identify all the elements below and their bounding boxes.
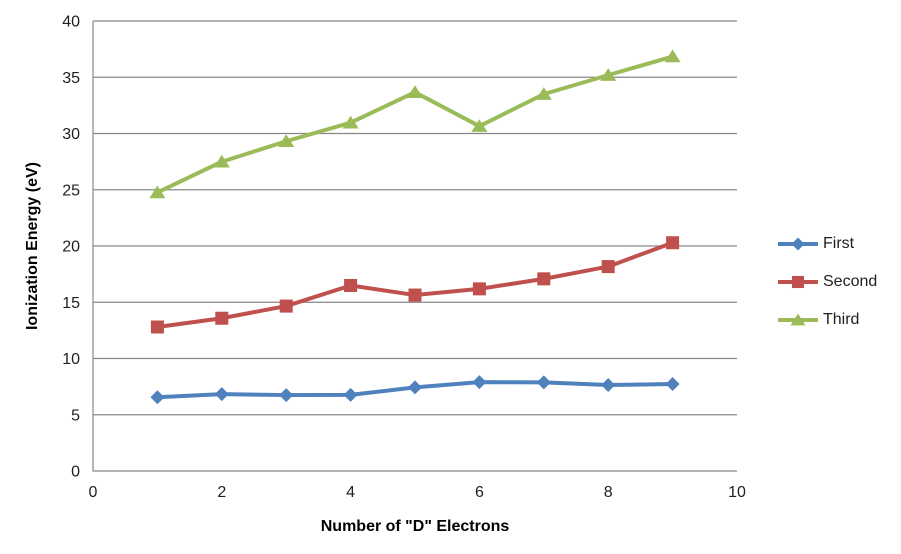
legend-label-third: Third — [823, 311, 860, 328]
legend-item-third: Third — [778, 301, 877, 339]
svg-text:0: 0 — [71, 464, 80, 481]
svg-text:10: 10 — [728, 484, 746, 501]
legend: First Second Third — [778, 225, 877, 339]
svg-text:5: 5 — [71, 407, 80, 424]
svg-text:2: 2 — [217, 484, 226, 501]
legend-item-second: Second — [778, 263, 877, 301]
legend-first-series-icon — [778, 237, 818, 251]
svg-text:10: 10 — [62, 351, 80, 368]
legend-label-first: First — [823, 235, 855, 252]
svg-text:25: 25 — [62, 182, 80, 199]
legend-item-first: First — [778, 225, 877, 263]
x-axis-title: Number of "D" Electrons — [320, 518, 510, 535]
svg-text:0: 0 — [89, 484, 98, 501]
legend-label-second: Second — [823, 273, 878, 290]
svg-text:8: 8 — [604, 484, 613, 501]
svg-text:40: 40 — [62, 14, 80, 31]
y-axis-title: Ionization Energy (eV) — [24, 161, 41, 331]
svg-text:6: 6 — [475, 484, 484, 501]
svg-text:15: 15 — [62, 295, 80, 312]
svg-text:4: 4 — [346, 484, 355, 501]
svg-text:35: 35 — [62, 70, 80, 87]
svg-text:20: 20 — [62, 239, 80, 256]
legend-third-series-icon — [778, 313, 818, 326]
legend-second-series-icon — [778, 275, 818, 289]
svg-text:30: 30 — [62, 126, 80, 143]
